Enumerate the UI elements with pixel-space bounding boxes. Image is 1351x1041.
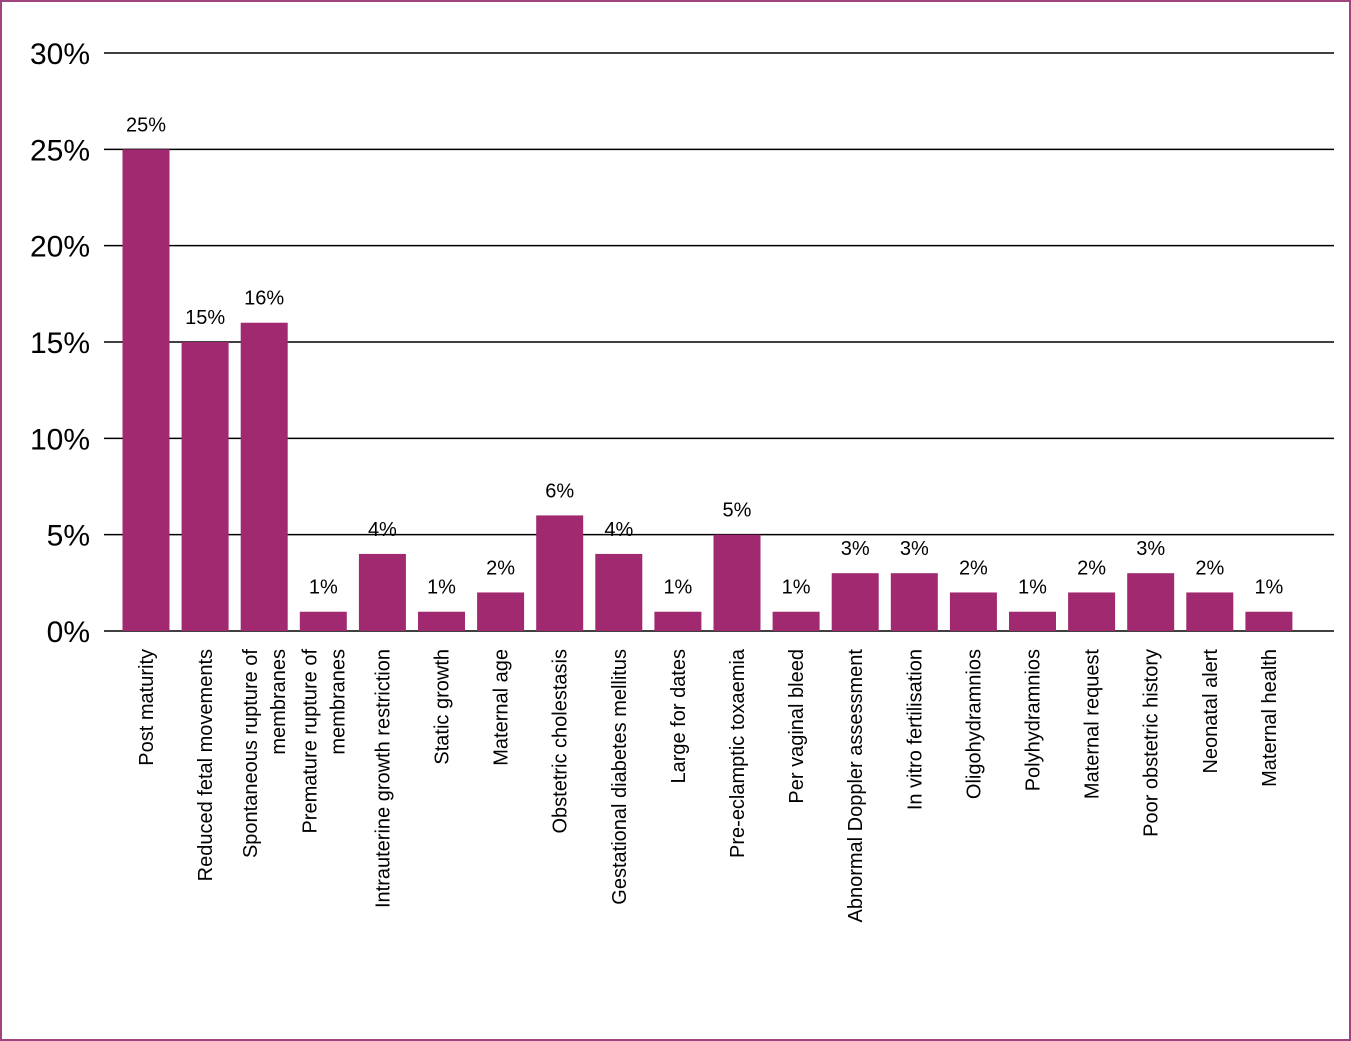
y-tick-label: 15%: [30, 327, 90, 360]
category-labels: Post maturity Reduced fetal movements Spon…: [136, 648, 1281, 922]
category-label: Static growth: [432, 649, 454, 765]
bar: [418, 611, 465, 631]
data-label: 3%: [841, 538, 870, 560]
category-label: Per vaginal bleed: [786, 649, 808, 804]
y-tick-label: 10%: [30, 423, 90, 456]
category-label: Neonatal alert: [1200, 649, 1222, 774]
bar: [1009, 611, 1056, 631]
bar: [1127, 573, 1175, 631]
bar: [890, 573, 938, 631]
category-label: Premature rupture of: [299, 649, 321, 834]
data-label: 2%: [1195, 557, 1224, 579]
data-label: 1%: [1254, 577, 1283, 599]
data-label: 2%: [486, 557, 515, 579]
data-label: 2%: [959, 557, 988, 579]
y-tick-label: 25%: [30, 134, 90, 167]
bar: [358, 553, 406, 631]
category-label: Obstetric cholestasis: [550, 649, 572, 834]
category-label: Pre-eclamptic toxaemia: [727, 648, 749, 858]
data-label: 2%: [1077, 557, 1106, 579]
bar: [122, 149, 170, 632]
y-tick-label: 30%: [30, 38, 90, 71]
category-label: Gestational diabetes mellitus: [609, 649, 631, 905]
category-label: Polyhydramnios: [1023, 649, 1045, 791]
category-label: membranes: [268, 649, 290, 755]
data-label: 5%: [723, 500, 752, 522]
category-label: Abnormal Doppler assessment: [845, 649, 867, 923]
y-axis-tick-labels: 0% 5% 10% 15% 20% 25% 30%: [30, 38, 90, 649]
data-label: 4%: [604, 519, 633, 541]
bar: [772, 611, 820, 631]
category-label: Intrauterine growth restriction: [372, 649, 394, 908]
category-label: Maternal age: [491, 649, 513, 766]
data-label: 16%: [244, 288, 284, 310]
bar: [654, 611, 702, 631]
category-label: Poor obstetric history: [1141, 649, 1163, 837]
category-label: membranes: [327, 649, 349, 755]
data-label: 25%: [126, 114, 166, 136]
bar: [595, 553, 643, 631]
data-label: 1%: [427, 577, 456, 599]
data-label: 1%: [782, 577, 811, 599]
data-label: 1%: [1018, 577, 1047, 599]
bar: [477, 592, 525, 631]
bar: [240, 322, 288, 631]
data-label: 1%: [663, 577, 692, 599]
bar: [713, 534, 761, 631]
category-label: Oligohydramnios: [963, 649, 985, 799]
category-label: Reduced fetal movements: [195, 649, 217, 881]
data-label: 1%: [309, 577, 338, 599]
bar: [536, 515, 584, 631]
y-tick-label: 0%: [47, 616, 90, 649]
data-label: 3%: [900, 538, 929, 560]
category-label: Large for dates: [668, 649, 690, 784]
bar: [831, 573, 879, 631]
y-tick-label: 5%: [47, 520, 90, 553]
bar: [299, 611, 347, 631]
category-label: Spontaneous rupture of: [240, 649, 262, 858]
data-label: 4%: [368, 519, 397, 541]
y-tick-label: 20%: [30, 231, 90, 264]
bar: [1245, 611, 1293, 631]
gridlines: [104, 52, 1334, 632]
bars: [122, 149, 1293, 632]
bar: [181, 342, 229, 631]
data-label: 6%: [545, 480, 574, 502]
category-label: Maternal health: [1259, 649, 1281, 787]
category-label: Post maturity: [136, 649, 158, 766]
bar: [1186, 592, 1234, 631]
data-label: 3%: [1136, 538, 1165, 560]
data-labels: 25% 15% 16% 1% 4% 1% 2% 6% 4% 1% 5% 1% 3% 3% 2% 1% 2% 3% 2…: [126, 114, 1284, 598]
bar: [1068, 592, 1116, 631]
bar: [949, 592, 997, 631]
data-label: 15%: [185, 307, 225, 329]
category-label: Maternal request: [1082, 649, 1104, 800]
category-label: In vitro fertilisation: [904, 649, 926, 810]
